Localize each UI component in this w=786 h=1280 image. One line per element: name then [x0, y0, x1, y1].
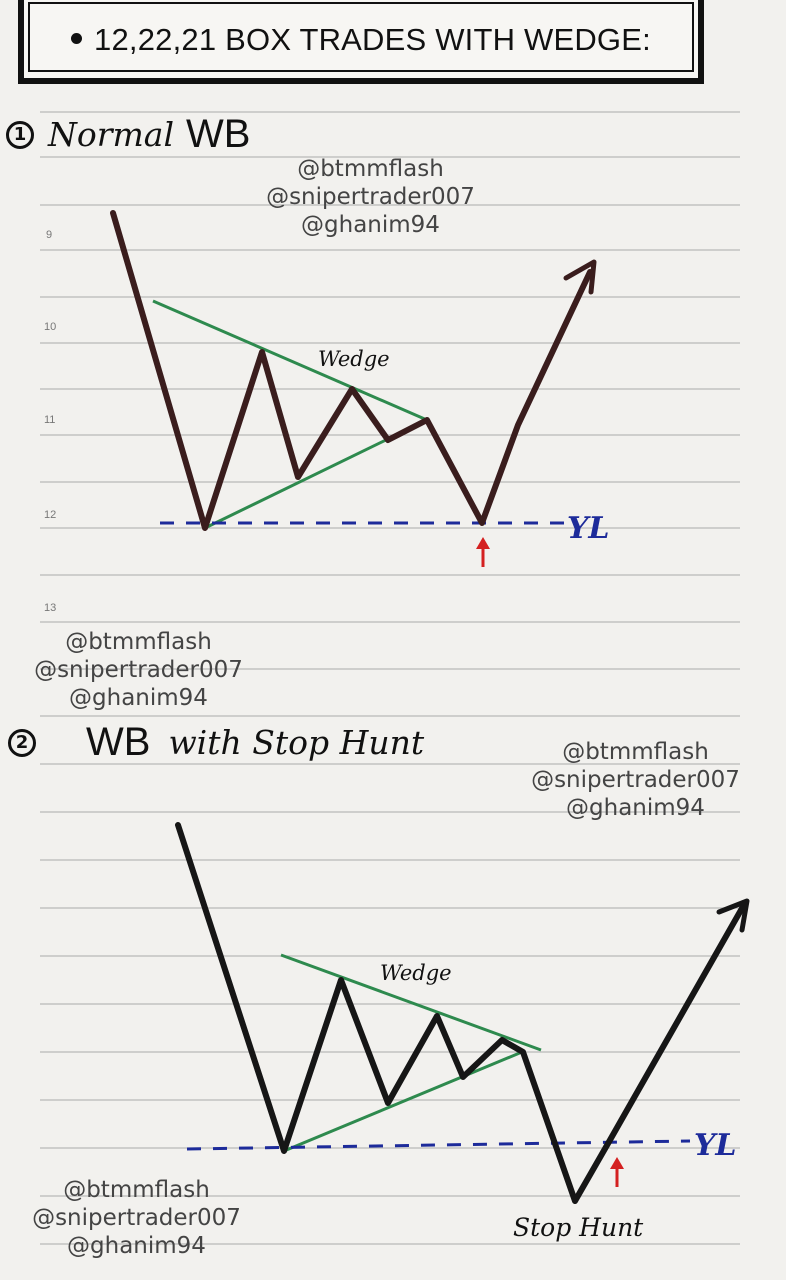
watermark-line: @snipertrader007 [34, 657, 243, 683]
watermark-line: @btmmflash [65, 629, 212, 655]
wedge-upper-line [280, 953, 542, 1052]
wedge-label: Wedge [380, 961, 452, 985]
stop-hunt-label: Stop Hunt [513, 1213, 644, 1242]
section1-heading-print: WB [186, 112, 251, 156]
watermark-line: @btmmflash [562, 739, 709, 765]
section2-heading-script: with Stop Hunt [168, 723, 425, 762]
entry-arrow-icon [610, 1157, 624, 1187]
line-number: 9 [46, 229, 53, 241]
line-number: 12 [44, 509, 57, 521]
line-number: 13 [44, 602, 57, 614]
watermark-line: @btmmflash [297, 156, 444, 182]
watermark-line: @ghanim94 [67, 1233, 206, 1259]
section2-number: 2 [8, 728, 36, 757]
section1-heading-script: Normal [48, 115, 175, 154]
bullet-icon [71, 33, 83, 45]
entry-arrow-icon [476, 537, 490, 567]
title-box: 12,22,21 BOX TRADES WITH WEDGE: [18, 0, 704, 84]
page-title: 12,22,21 BOX TRADES WITH WEDGE: [71, 22, 651, 58]
line-number: 11 [44, 414, 56, 426]
arrowhead-icon [563, 259, 597, 295]
watermark-mid-left: @btmmflash @snipertrader007 @ghanim94 [6, 628, 271, 712]
wedge-label: Wedge [318, 347, 390, 371]
section1-heading: 1 Normal WB [6, 112, 250, 157]
wedge-lower-line [283, 1050, 523, 1153]
watermark-line: @btmmflash [63, 1177, 210, 1203]
wedge-upper-line [152, 299, 428, 422]
yesterday-low-label: YL [694, 1128, 737, 1163]
watermark-line: @snipertrader007 [531, 767, 740, 793]
price-path [175, 822, 748, 1204]
watermark-line: @snipertrader007 [266, 184, 475, 210]
section2-heading-print: WB [86, 720, 151, 764]
section1-number: 1 [6, 120, 34, 149]
arrowhead-icon [716, 898, 750, 933]
watermark-top: @btmmflash @snipertrader007 @ghanim94 [238, 155, 503, 239]
watermark-mid-right: @btmmflash @snipertrader007 @ghanim94 [503, 738, 768, 822]
line-number: 10 [44, 321, 57, 333]
price-path [110, 210, 593, 531]
watermark-line: @snipertrader007 [32, 1205, 241, 1231]
watermark-line: @ghanim94 [69, 685, 208, 711]
title-text: 12,22,21 BOX TRADES WITH WEDGE: [94, 22, 651, 57]
watermark-line: @ghanim94 [566, 795, 705, 821]
section2-heading: 2 WB with Stop Hunt [8, 720, 424, 765]
watermark-line: @ghanim94 [301, 212, 440, 238]
watermark-bottom: @btmmflash @snipertrader007 @ghanim94 [4, 1176, 269, 1260]
yesterday-low-line [186, 1139, 691, 1151]
yesterday-low-label: YL [567, 511, 610, 546]
